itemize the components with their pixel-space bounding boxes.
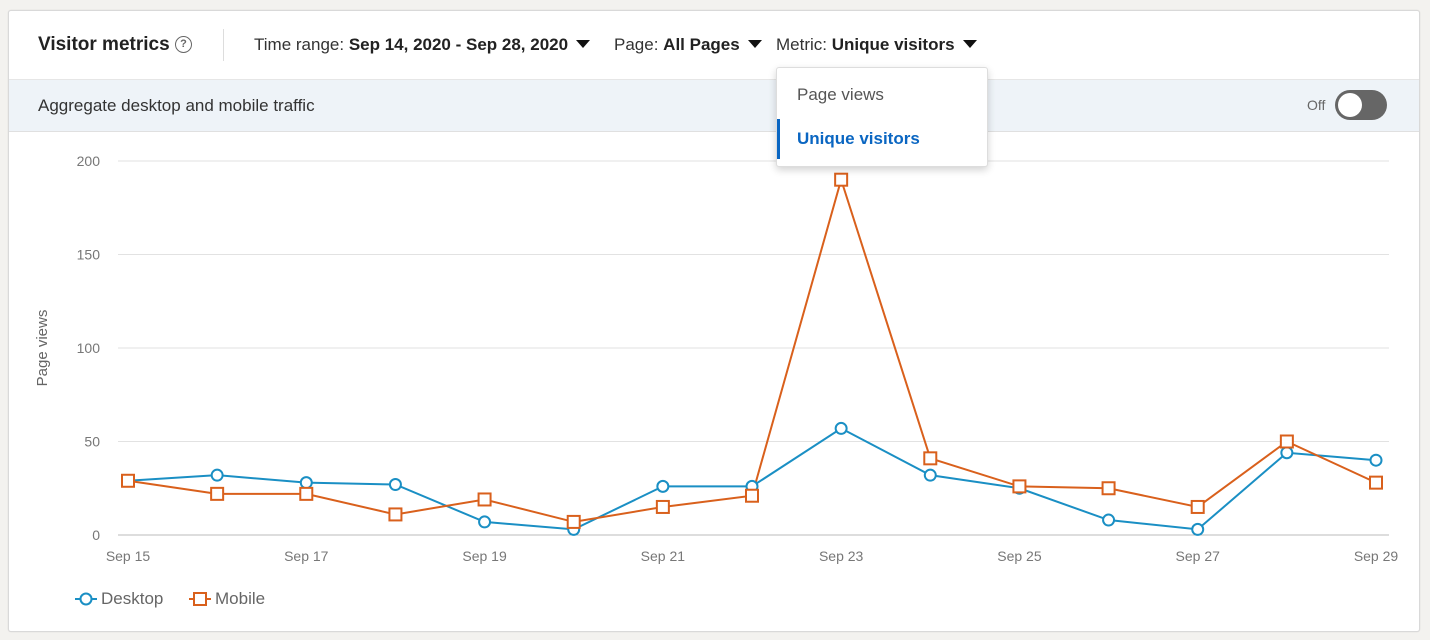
metric-dropdown-menu: Page views Unique visitors (776, 67, 988, 167)
dropdown-option-label: Page views (797, 85, 884, 104)
data-point-mobile (655, 499, 670, 514)
series-line-desktop (127, 427, 1377, 531)
data-point-desktop (656, 479, 670, 493)
data-point-mobile (923, 451, 938, 466)
metric-label: Metric: (776, 35, 827, 54)
caret-down-icon (747, 39, 762, 48)
y-tick-label: 100 (77, 340, 101, 356)
data-point-mobile (388, 507, 403, 522)
data-point-desktop (1369, 453, 1383, 467)
data-point-mobile (1279, 434, 1294, 449)
x-tick-label: Sep 17 (284, 548, 329, 564)
dropdown-option-label: Unique visitors (797, 129, 920, 148)
card-title: Visitor metrics (38, 34, 170, 55)
metric-value: Unique visitors (831, 35, 955, 54)
x-tick-label: Sep 29 (1354, 548, 1399, 564)
x-tick-label: Sep 15 (106, 548, 151, 564)
data-point-mobile (121, 473, 135, 488)
legend-desktop[interactable]: Desktop (75, 589, 163, 609)
data-point-desktop (1191, 522, 1205, 536)
x-tick-label: Sep 23 (819, 548, 864, 564)
page-value: All Pages (663, 35, 740, 54)
header-divider (223, 29, 224, 61)
caret-down-icon (962, 39, 977, 48)
data-point-desktop (1102, 513, 1116, 527)
series-line-mobile (127, 176, 1377, 523)
page-label: Page: (614, 35, 659, 54)
data-point-mobile (1369, 475, 1383, 490)
data-point-mobile (834, 172, 849, 187)
x-tick-label: Sep 25 (997, 548, 1042, 564)
legend-desktop-label: Desktop (101, 589, 164, 608)
question-circle-icon[interactable]: ? (175, 36, 192, 53)
time-range-label: Time range: (254, 35, 345, 54)
data-point-desktop (923, 468, 937, 482)
card-header: Visitor metrics ? Time range: Sep 14, 20… (9, 11, 1419, 80)
caret-down-icon (576, 39, 591, 48)
dropdown-option-page-views[interactable]: Page views (777, 75, 987, 115)
data-point-mobile (210, 486, 225, 501)
visitor-metrics-card: Visitor metrics ? Time range: Sep 14, 20… (8, 10, 1420, 632)
data-point-mobile (1012, 479, 1027, 494)
aggregate-traffic-label: Aggregate desktop and mobile traffic (38, 96, 315, 115)
legend-mobile[interactable]: Mobile (189, 589, 265, 609)
page-filter[interactable]: Page: All Pages (614, 35, 762, 55)
square-marker-icon (189, 592, 211, 606)
data-point-desktop (1280, 446, 1294, 460)
y-tick-label: 200 (77, 153, 101, 169)
dropdown-option-unique-visitors[interactable]: Unique visitors (777, 119, 987, 159)
aggregate-traffic-bar: Aggregate desktop and mobile traffic Off (9, 80, 1419, 132)
data-point-desktop (299, 476, 313, 490)
circle-marker-icon (75, 592, 97, 606)
line-chart: 0 50 100 150 200 Page views Sep 15 Sep 17 Sep 19… (34, 153, 1399, 564)
y-tick-label: 150 (77, 247, 101, 263)
data-point-desktop (210, 468, 224, 482)
time-range-value: Sep 14, 2020 - Sep 28, 2020 (348, 35, 569, 54)
data-point-desktop (834, 421, 848, 435)
metric-filter[interactable]: Metric: Unique visitors (776, 35, 977, 55)
y-axis-label: Page views (34, 310, 51, 387)
data-point-mobile (1190, 499, 1205, 514)
x-tick-label: Sep 19 (462, 548, 507, 564)
aggregate-toggle[interactable] (1335, 90, 1387, 120)
data-point-mobile (566, 514, 581, 529)
data-point-desktop (478, 515, 492, 529)
x-tick-label: Sep 27 (1176, 548, 1221, 564)
toggle-state-label: Off (1307, 97, 1326, 113)
time-range-filter[interactable]: Time range: Sep 14, 2020 - Sep 28, 2020 (254, 35, 591, 55)
data-point-mobile (477, 492, 492, 507)
data-point-mobile (299, 486, 314, 501)
y-tick-label: 50 (84, 434, 100, 450)
data-point-mobile (745, 488, 759, 503)
toggle-knob (1338, 93, 1362, 117)
data-point-mobile (1101, 481, 1116, 496)
legend-mobile-label: Mobile (215, 589, 266, 608)
x-tick-label: Sep 21 (641, 548, 686, 564)
data-point-desktop (388, 478, 402, 492)
y-tick-label: 0 (92, 527, 100, 543)
